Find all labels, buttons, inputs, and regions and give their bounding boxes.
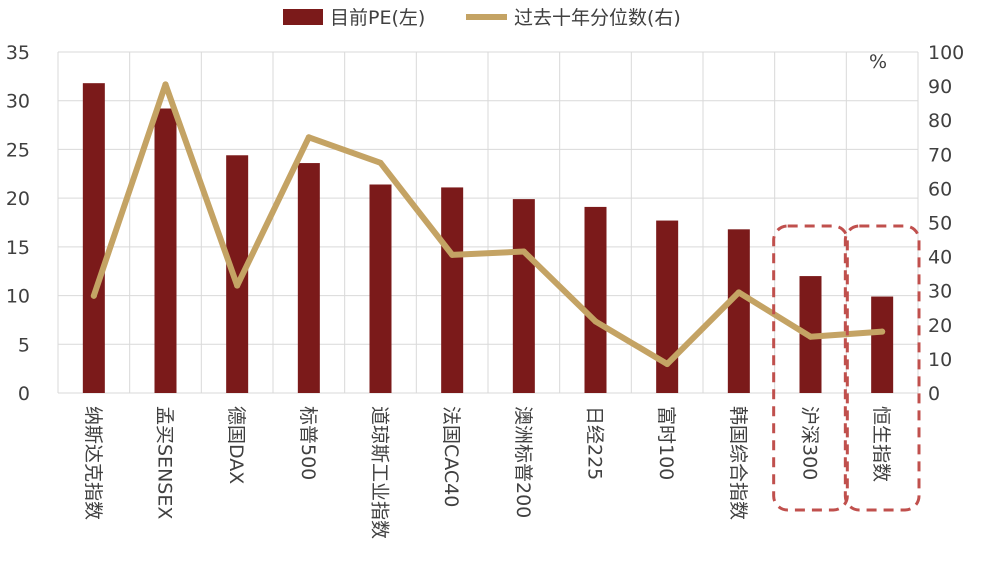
line-point: [807, 333, 814, 340]
legend-bar-swatch: [283, 9, 323, 25]
percentile-line-layer: [90, 81, 886, 368]
category-label: 孟买SENSEX: [154, 406, 176, 519]
line-point: [664, 361, 671, 368]
line-point: [162, 81, 169, 88]
left-tick-label: 5: [18, 334, 30, 356]
line-point: [377, 159, 384, 166]
category-label: 日经225: [584, 406, 606, 480]
bar: [512, 199, 535, 393]
category-label: 德国DAX: [225, 406, 247, 484]
right-tick-label: 30: [928, 281, 952, 303]
right-tick-label: 10: [928, 349, 952, 371]
category-label: 韩国综合指数: [727, 406, 749, 520]
bar: [226, 155, 249, 393]
right-tick-label: 60: [928, 178, 952, 200]
right-tick-label: 90: [928, 76, 952, 98]
category-labels: 纳斯达克指数 孟买SENSEX 德国DAX 标普500 道琼斯工业指数 法国CAC40 澳洲…: [82, 406, 892, 539]
bar: [871, 296, 894, 393]
legend: 目前PE(左) 过去十年分位数(右): [283, 7, 681, 29]
bar: [297, 163, 320, 393]
line-point: [90, 292, 97, 299]
category-label: 纳斯达克指数: [82, 406, 104, 520]
highlight-box: [843, 224, 921, 512]
bar: [82, 83, 105, 394]
line-point: [735, 289, 742, 296]
category-label: 澳洲标普200: [512, 406, 534, 518]
bar: [584, 206, 607, 393]
category-label: 法国CAC40: [440, 406, 462, 507]
left-axis-ticks: 0 5 10 15 20 25 30 35: [6, 42, 30, 405]
line-point: [305, 134, 312, 141]
line-point: [520, 248, 527, 255]
left-tick-label: 0: [18, 383, 30, 405]
right-tick-label: 0: [928, 383, 940, 405]
bar: [656, 220, 679, 393]
bar: [154, 108, 177, 393]
line-point: [234, 282, 241, 289]
right-tick-label: 80: [928, 110, 952, 132]
right-tick-label: 100: [928, 42, 964, 64]
bar: [727, 229, 750, 393]
legend-line-label: 过去十年分位数(右): [514, 7, 681, 29]
left-tick-label: 15: [6, 237, 30, 259]
left-tick-label: 10: [6, 286, 30, 308]
category-label: 道琼斯工业指数: [369, 406, 391, 539]
right-tick-label: 50: [928, 213, 952, 235]
right-axis-unit-label: %: [869, 51, 887, 73]
line-point: [879, 328, 886, 335]
line-point: [449, 251, 456, 258]
left-tick-label: 30: [6, 91, 30, 113]
left-tick-label: 35: [6, 42, 30, 64]
highlight-box: [772, 224, 849, 512]
category-label: 沪深300: [799, 406, 821, 480]
category-label: 恒生指数: [870, 406, 892, 482]
left-tick-label: 20: [6, 188, 30, 210]
percentile-line: [90, 81, 886, 367]
left-tick-label: 25: [6, 139, 30, 161]
category-label: 标普500: [297, 406, 319, 480]
line-point: [592, 318, 599, 325]
vertical-gridlines: [57, 52, 919, 393]
legend-bar-label: 目前PE(左): [330, 7, 425, 29]
right-tick-label: 70: [928, 144, 952, 166]
right-tick-label: 20: [928, 315, 952, 337]
category-label: 富时100: [655, 406, 677, 480]
bar: [441, 187, 464, 393]
right-tick-label: 40: [928, 247, 952, 269]
right-axis-ticks: 0 10 20 30 40 50 60 70 80 90 100: [928, 42, 964, 405]
bar: [369, 184, 392, 393]
highlight-boxes: [772, 224, 921, 512]
